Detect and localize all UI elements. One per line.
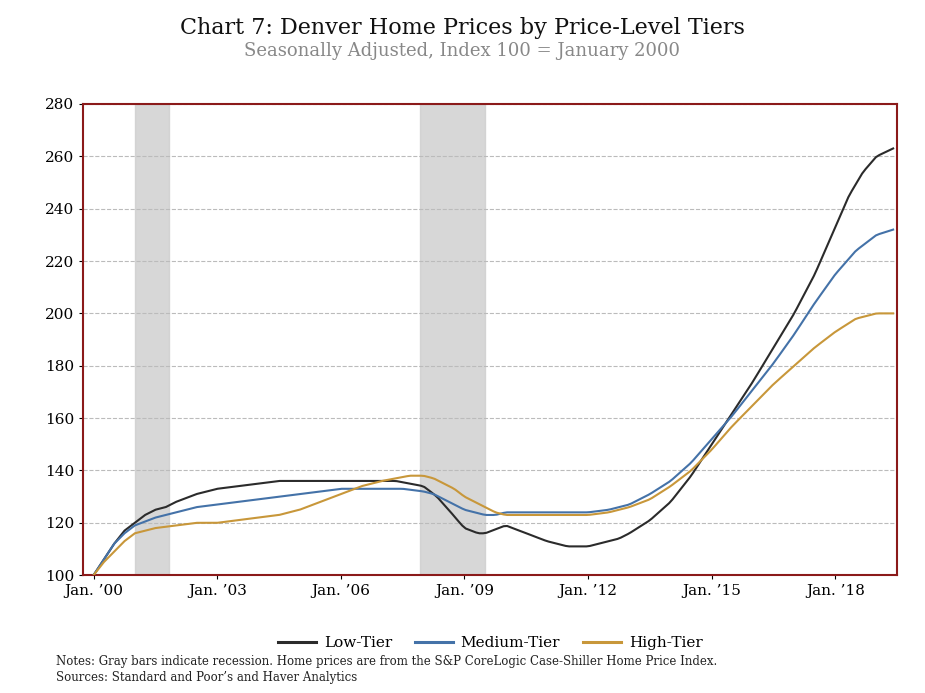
Bar <box>420 104 485 575</box>
Text: Notes: Gray bars indicate recession. Home prices are from the S&P CoreLogic Case: Notes: Gray bars indicate recession. Hom… <box>56 655 717 668</box>
Text: Sources: Standard and Poor’s and Haver Analytics: Sources: Standard and Poor’s and Haver A… <box>56 671 357 684</box>
Text: Seasonally Adjusted, Index 100 = January 2000: Seasonally Adjusted, Index 100 = January… <box>244 42 681 60</box>
Text: Chart 7: Denver Home Prices by Price-Level Tiers: Chart 7: Denver Home Prices by Price-Lev… <box>180 17 745 40</box>
Legend: Low-Tier, Medium-Tier, High-Tier: Low-Tier, Medium-Tier, High-Tier <box>272 630 709 656</box>
Bar <box>135 104 169 575</box>
